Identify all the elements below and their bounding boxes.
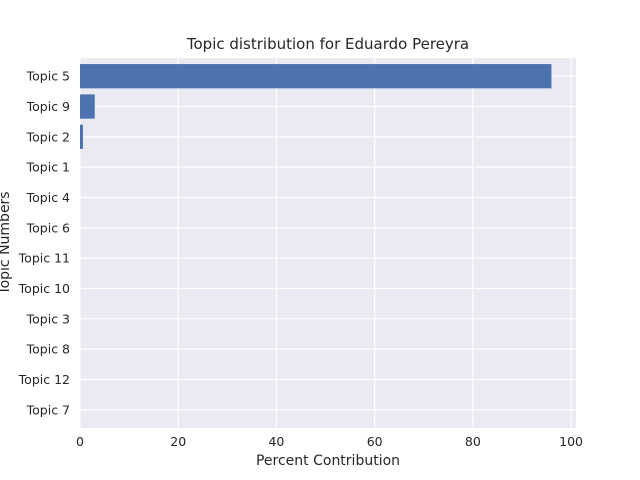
y-tick-label: Topic 9 [26,99,70,114]
y-tick-label: Topic 10 [18,281,70,296]
bars [80,64,552,149]
y-tick-label: Topic 6 [26,220,70,235]
y-tick-label: Topic 2 [26,129,70,144]
x-tick-label: 20 [170,434,186,449]
y-tick-label: Topic 11 [18,251,70,266]
grid-lines [79,58,576,428]
chart-title: Topic distribution for Eduardo Pereyra [186,35,469,53]
y-axis-label: Topic Numbers [0,191,13,295]
bar-topic-9 [80,94,95,119]
x-tick-label: 40 [268,434,284,449]
y-tick-label: Topic 12 [18,372,70,387]
y-tick-label: Topic 1 [26,160,70,175]
x-tick-label: 0 [76,434,84,449]
x-tick-label: 60 [367,434,383,449]
y-tick-label: Topic 5 [26,69,70,84]
bar-topic-5 [80,64,552,89]
x-tick-label: 80 [465,434,481,449]
plot-area [80,58,576,428]
x-axis-label: Percent Contribution [256,453,400,469]
x-tick-label: 100 [559,434,583,449]
y-tick-label: Topic 7 [26,402,70,417]
y-tick-label: Topic 4 [26,190,70,205]
y-tick-labels: Topic 5 Topic 9 Topic 2 Topic 1 Topic 4 Topic… [18,69,70,418]
bar-topic-2 [80,124,83,149]
x-tick-labels: 0 20 40 60 80 100 [76,434,583,449]
y-tick-label: Topic 3 [26,311,70,326]
y-tick-label: Topic 8 [26,342,70,357]
